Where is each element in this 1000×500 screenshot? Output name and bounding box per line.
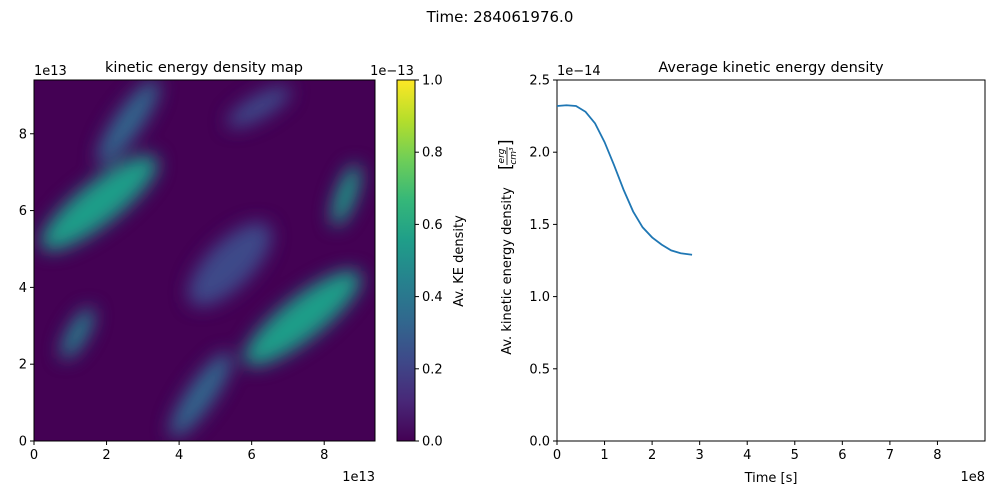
heatmap-feature-0 xyxy=(40,155,158,251)
unit-numerator: erg xyxy=(497,148,507,163)
heatmap-x-tick-label: 8 xyxy=(320,448,328,463)
heatmap-y-tick-label: 8 xyxy=(19,127,27,142)
heatmap-features xyxy=(40,80,362,438)
unit-right-bracket: ] xyxy=(496,139,516,146)
line-x-tick-label: 8 xyxy=(933,448,941,463)
figure-suptitle: Time: 284061976.0 xyxy=(426,8,574,26)
colorbar-axis: 0.0 0.2 0.4 0.6 0.8 1.0 xyxy=(415,74,443,450)
heatmap-x-tick-label: 0 xyxy=(30,448,38,463)
line-x-offset: 1e8 xyxy=(960,470,985,485)
line-x-tick-label: 2 xyxy=(648,448,656,463)
heatmap-y-tick-label: 6 xyxy=(19,204,27,219)
colorbar-offset: 1e−13 xyxy=(370,64,414,79)
line-y-tick-label: 1.5 xyxy=(529,218,550,233)
line-y-offset: 1e−14 xyxy=(557,64,601,79)
colorbar: 0.0 0.2 0.4 0.6 0.8 1.0 1e−13 Av. KE density xyxy=(370,64,467,450)
colorbar-tick-label: 0.4 xyxy=(422,290,443,305)
colorbar-gradient xyxy=(396,79,416,442)
heatmap-x-tick-label: 4 xyxy=(175,448,183,463)
line-y-label: Av. kinetic energy density [ erg cm³ ] xyxy=(496,139,519,354)
heatmap-x-tick-label: 2 xyxy=(102,448,110,463)
line-x-tick-label: 3 xyxy=(696,448,704,463)
line-x-tick-label: 7 xyxy=(886,448,894,463)
line-series xyxy=(556,104,693,256)
unit-denominator: cm³ xyxy=(509,147,519,165)
colorbar-tick-label: 0.0 xyxy=(422,435,443,450)
line-y-tick-label: 0.0 xyxy=(529,435,550,450)
heatmap-y-tick-label: 0 xyxy=(19,435,27,450)
heatmap-frame xyxy=(33,79,376,442)
line-x-axis: 0 1 2 3 4 5 6 7 8 xyxy=(553,441,942,463)
line-y-label-unit: [ erg cm³ ] xyxy=(496,139,519,170)
colorbar-label: Av. KE density xyxy=(452,215,467,307)
line-x-tick-label: 4 xyxy=(743,448,751,463)
heatmap-y-tick-label: 4 xyxy=(19,281,27,296)
heatmap-y-offset: 1e13 xyxy=(34,64,67,79)
heatmap-feature-7 xyxy=(188,222,272,307)
heatmap-feature-2 xyxy=(97,80,160,165)
heatmap-feature-1 xyxy=(243,270,362,366)
line-plot-area xyxy=(556,79,986,442)
heatmap-feature-3 xyxy=(169,352,233,438)
series-line-0 xyxy=(556,104,693,256)
heatmap-x-axis: 0 2 4 6 8 xyxy=(30,441,328,463)
heatmap-title: kinetic energy density map xyxy=(105,60,303,76)
colorbar-tick-label: 0.8 xyxy=(422,146,443,161)
unit-left-bracket: [ xyxy=(496,163,516,170)
line-panel: Average kinetic energy density 0 1 2 3 4 5 6 7 8… xyxy=(496,60,986,486)
line-x-tick-label: 0 xyxy=(553,448,561,463)
heatmap-feature-5 xyxy=(60,307,95,360)
line-x-tick-label: 6 xyxy=(838,448,846,463)
line-y-tick-label: 1.0 xyxy=(529,290,550,305)
line-y-label-text: Av. kinetic energy density xyxy=(500,187,515,355)
heatmap-y-tick-label: 2 xyxy=(19,358,27,373)
line-x-tick-label: 1 xyxy=(600,448,608,463)
heatmap-x-tick-label: 6 xyxy=(248,448,256,463)
line-y-tick-label: 2.0 xyxy=(529,146,550,161)
colorbar-tick-label: 0.2 xyxy=(422,362,443,377)
colorbar-tick-label: 0.6 xyxy=(422,218,443,233)
heatmap-feature-4 xyxy=(331,164,361,227)
line-y-tick-label: 0.5 xyxy=(529,362,550,377)
line-y-axis: 0.0 0.5 1.0 1.5 2.0 2.5 xyxy=(529,74,557,450)
line-x-tick-label: 5 xyxy=(791,448,799,463)
heatmap-y-axis: 0 2 4 6 8 xyxy=(19,127,34,450)
line-y-tick-label: 2.5 xyxy=(529,74,550,89)
heatmap-panel: kinetic energy density map 0 2 4 6 8 0 2 4 6 8 1… xyxy=(19,60,376,485)
heatmap-feature-6 xyxy=(226,86,291,128)
colorbar-tick-label: 1.0 xyxy=(422,74,443,89)
line-title: Average kinetic energy density xyxy=(658,60,884,76)
line-x-label: Time [s] xyxy=(744,471,798,486)
heatmap-x-offset: 1e13 xyxy=(342,470,375,485)
